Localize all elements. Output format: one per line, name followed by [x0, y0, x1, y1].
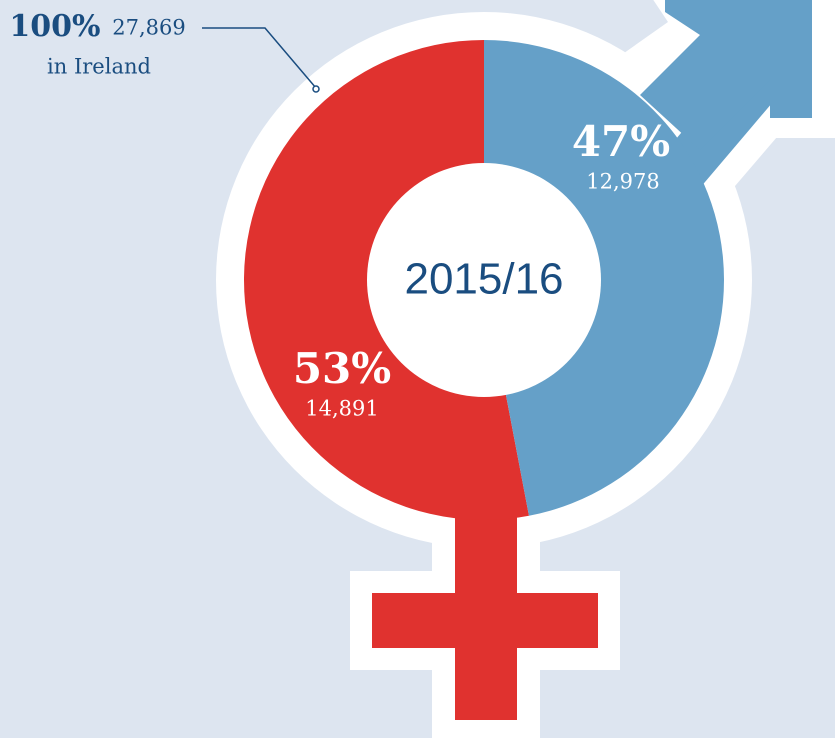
- value-label: 53%: [293, 344, 391, 393]
- total-label: 100%: [9, 9, 100, 44]
- total-count: 27,869: [112, 16, 185, 40]
- chart-title: 2015/16: [404, 255, 563, 304]
- annotation-line: [202, 27, 317, 89]
- count-label: 12,978: [586, 170, 659, 194]
- count-label: 14,891: [305, 397, 378, 421]
- female-crossbar: [372, 593, 598, 648]
- annotation-dot: [312, 85, 320, 93]
- male-arrowhead: [640, 0, 812, 150]
- donut-wedge: [484, 40, 725, 516]
- value-label: 47%: [572, 117, 670, 166]
- total-caption: in Ireland: [47, 55, 151, 79]
- donut-hole: [367, 163, 601, 397]
